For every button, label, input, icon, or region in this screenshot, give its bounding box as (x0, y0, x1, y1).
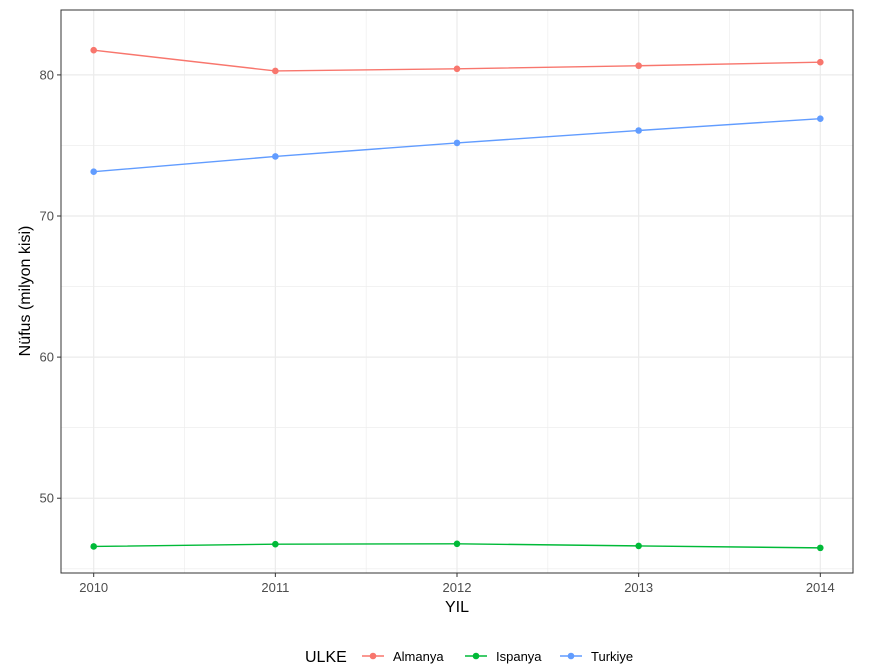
major-gridlines (61, 10, 853, 573)
data-point-turkiye (635, 127, 642, 134)
data-point-almanya (635, 62, 642, 70)
legend-label-ispanya: Ispanya (496, 649, 542, 664)
axis-ticks (57, 74, 821, 577)
x-tick-label: 2010 (79, 580, 108, 595)
y-tick-labels: 50 60 70 80 (40, 67, 54, 505)
y-tick-label: 70 (40, 209, 54, 224)
data-point-turkiye (817, 115, 824, 122)
data-point-turkiye (272, 153, 279, 160)
data-point-ispanya (453, 540, 461, 548)
data-point-ispanya (272, 540, 279, 548)
legend-key-point-turkiye (567, 652, 575, 660)
legend-key-point-almanya (369, 652, 377, 660)
x-tick-label: 2012 (443, 580, 472, 595)
data-point-turkiye (90, 168, 97, 176)
x-tick-labels: 2010 2011 2012 2013 2014 (79, 580, 835, 595)
data-point-turkiye (453, 139, 461, 147)
data-point-almanya (453, 65, 461, 73)
x-tick-label: 2013 (624, 580, 653, 595)
data-point-almanya (272, 67, 279, 75)
y-axis-title: Nüfus (milyon kisi) (17, 226, 34, 357)
y-tick-label: 80 (40, 67, 54, 82)
y-tick-label: 60 (40, 350, 54, 365)
data-point-almanya (90, 46, 97, 54)
data-point-almanya (817, 58, 824, 66)
legend-label-almanya: Almanya (393, 649, 444, 664)
x-tick-label: 2014 (806, 580, 835, 595)
x-axis-title: YIL (445, 599, 469, 616)
legend-title: ULKE (305, 649, 347, 666)
series-layer (90, 46, 824, 552)
data-point-ispanya (817, 544, 824, 552)
y-tick-label: 50 (40, 491, 54, 506)
x-tick-label: 2011 (261, 580, 289, 595)
data-point-ispanya (90, 543, 97, 550)
legend: ULKE Almanya Ispanya Turkiye (305, 649, 633, 666)
legend-label-turkiye: Turkiye (591, 649, 633, 664)
data-point-ispanya (635, 542, 642, 550)
legend-key-point-ispanya (472, 652, 480, 660)
